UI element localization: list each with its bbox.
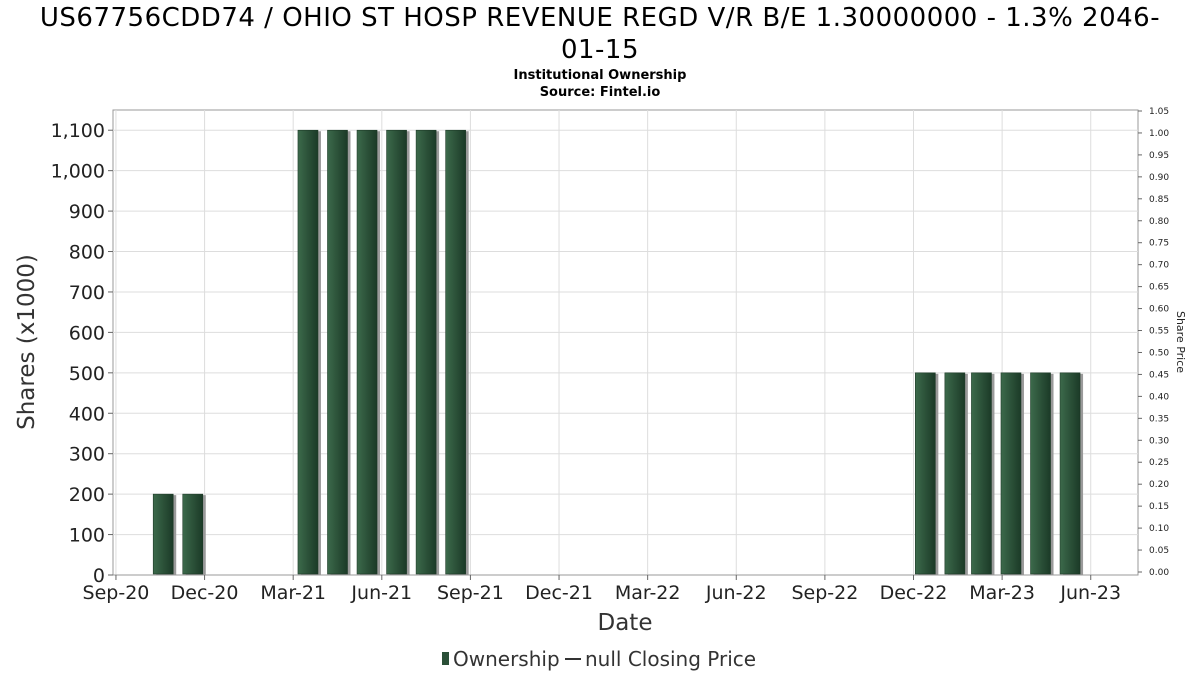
y-right-tick-label: 0.55 [1149,327,1169,337]
ownership-bar [297,129,319,575]
chart-title-line1: US67756CDD74 / OHIO ST HOSP REVENUE REGD… [39,3,1161,33]
y-tick-label: 1,000 [51,161,105,183]
x-tick-label: Dec-20 [171,582,239,604]
y-right-tick-label: 0.15 [1149,502,1169,512]
legend-price-label: null Closing Price [585,647,756,671]
ownership-bar [944,372,966,575]
y-right-tick-label: 0.10 [1149,524,1169,534]
y-right-tick-label: 0.95 [1149,151,1169,161]
x-tick-label: Sep-21 [437,582,504,604]
x-tick-label: Sep-22 [791,582,858,604]
x-tick-label: Mar-21 [260,582,326,604]
ownership-bar [915,372,936,575]
y-tick-label: 900 [69,201,105,223]
ownership-bar [327,129,348,575]
x-tick-label: Jun-22 [705,582,767,604]
x-tick-label: Mar-22 [615,582,681,604]
y-tick-label: 200 [69,484,105,506]
y-tick-label: 100 [69,525,105,547]
y-right-tick-label: 0.00 [1149,568,1169,578]
y-tick-label: 0 [93,565,105,587]
chart-subtitle: Institutional Ownership [513,68,687,83]
legend-ownership-swatch [442,652,449,665]
y-right-tick-label: 0.70 [1149,261,1169,271]
ownership-bar [386,129,407,575]
chart-title: US67756CDD74 / OHIO ST HOSP REVENUE REGD… [0,2,1200,66]
chart-title-line2: 01-15 [560,35,640,65]
chart-source: Source: Fintel.io [539,85,661,100]
y-tick-label: 600 [69,322,105,344]
y-right-tick-label: 0.25 [1149,458,1169,468]
x-tick-label: Mar-23 [969,582,1035,604]
x-tick-label: Jun-23 [1059,582,1121,604]
y-right-tick-label: 0.20 [1149,480,1169,490]
ownership-bar [1030,372,1051,575]
ownership-bar [152,493,174,575]
y-tick-label: 400 [69,403,105,425]
x-tick-label: Jun-21 [350,582,412,604]
y-right-tick-label: 0.90 [1149,173,1169,183]
y-right-tick-label: 0.05 [1149,546,1169,556]
x-tick-label: Dec-21 [525,582,593,604]
ownership-bar [356,129,378,575]
y-right-tick-label: 0.45 [1149,370,1169,380]
ownership-bar [1059,372,1081,575]
y-right-tick-label: 0.75 [1149,239,1169,249]
y-right-tick-label: 1.00 [1149,129,1169,139]
ownership-bar [445,129,466,575]
y-right-tick-label: 0.50 [1149,348,1169,358]
y-tick-label: 800 [69,242,105,264]
legend: Ownership null Closing Price [442,647,756,671]
y-right-tick-label: 0.65 [1149,283,1169,293]
ownership-bar [182,493,204,575]
x-tick-label: Sep-20 [83,582,150,604]
y-right-tick-label: 0.80 [1149,217,1169,227]
x-axis-label: Date [598,610,653,636]
legend-ownership-label: Ownership [453,647,560,671]
y-tick-label: 700 [69,282,105,304]
y-tick-label: 1,100 [51,120,105,142]
y-tick-label: 300 [69,444,105,466]
y-tick-label: 500 [69,363,105,385]
x-tick-label: Dec-22 [880,582,948,604]
ownership-bar [415,129,437,575]
y-right-tick-label: 0.60 [1149,305,1169,315]
y-right-tick-label: 0.35 [1149,414,1169,424]
y-right-tick-label: 0.40 [1149,392,1169,402]
ownership-bar [1000,372,1022,575]
y-right-tick-label: 1.05 [1149,107,1169,117]
y-right-tick-label: 0.30 [1149,436,1169,446]
y-axis-right-label: Share Price [1174,311,1187,373]
ownership-bar [971,372,992,575]
y-right-tick-label: 0.85 [1149,195,1169,205]
y-axis-label: Shares (x1000) [14,254,40,430]
